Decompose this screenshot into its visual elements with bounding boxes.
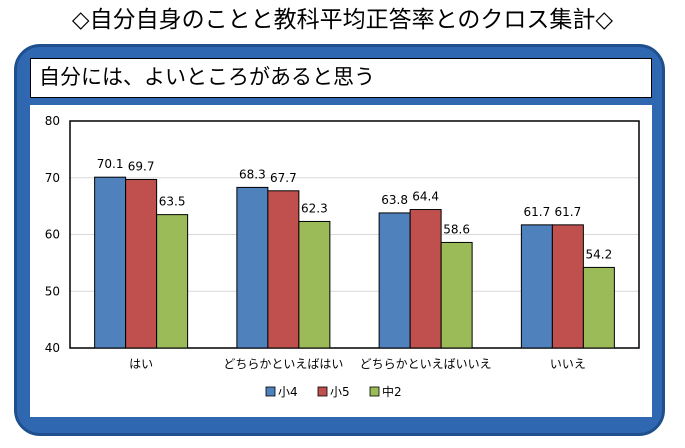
data-label: 70.1 <box>97 157 124 171</box>
data-label: 58.6 <box>443 222 470 236</box>
legend-swatch <box>369 386 380 397</box>
bar-chart: 40 50 60 70 80 70.1 69.7 63.5 はい 68.3 67.7 62.3 どちらか… <box>45 114 640 399</box>
data-label: 63.8 <box>381 193 408 207</box>
x-tick-label: どちらかといえばはい <box>223 357 343 371</box>
bar <box>125 178 158 349</box>
x-tick-label: どちらかといえばいいえ <box>360 357 492 371</box>
y-tick-label: 80 <box>45 114 60 128</box>
data-label: 62.3 <box>301 201 328 215</box>
bar <box>551 224 584 349</box>
bar <box>156 214 189 349</box>
legend-label: 小5 <box>330 385 350 399</box>
chart-subtitle: 自分には、よいところがあると思う <box>30 58 652 98</box>
legend-swatch <box>265 386 276 397</box>
data-label: 67.7 <box>270 171 297 185</box>
bar <box>298 220 331 349</box>
bar <box>582 266 615 349</box>
data-label: 69.7 <box>128 159 155 173</box>
bar <box>520 224 553 349</box>
bar <box>267 190 300 349</box>
data-label: 61.7 <box>555 205 582 219</box>
x-tick-label: いいえ <box>550 357 586 371</box>
bar <box>378 212 411 349</box>
bar <box>409 209 442 349</box>
chart-panel: 40 50 60 70 80 70.1 69.7 63.5 はい 68.3 67.7 62.3 どちらか… <box>30 105 652 417</box>
legend-swatch <box>317 386 328 397</box>
bar <box>94 176 127 349</box>
y-tick-label: 50 <box>45 284 60 298</box>
data-label: 68.3 <box>239 167 266 181</box>
page-title: ◇自分自身のことと教科平均正答率とのクロス集計◇ <box>71 7 614 33</box>
plot-area-border <box>69 120 640 349</box>
data-label: 63.5 <box>159 195 186 209</box>
data-label: 64.4 <box>412 190 439 204</box>
legend-label: 小4 <box>278 385 298 399</box>
bar <box>440 241 473 349</box>
legend-label: 中2 <box>382 384 402 399</box>
y-tick-label: 40 <box>45 341 60 355</box>
y-tick-label: 60 <box>45 228 60 242</box>
bar <box>236 186 269 349</box>
data-label: 61.7 <box>524 205 551 219</box>
x-tick-label: はい <box>129 357 153 371</box>
y-tick-label: 70 <box>45 171 60 185</box>
data-label: 54.2 <box>586 247 613 261</box>
